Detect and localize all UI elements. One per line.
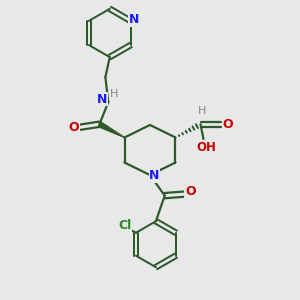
Text: N: N — [97, 93, 107, 106]
Text: N: N — [149, 169, 160, 182]
Polygon shape — [98, 122, 124, 137]
Text: O: O — [68, 121, 79, 134]
Text: O: O — [185, 185, 196, 198]
Text: Cl: Cl — [118, 220, 131, 232]
Text: H: H — [110, 89, 118, 99]
Text: O: O — [222, 118, 233, 131]
Text: N: N — [128, 13, 139, 26]
Text: H: H — [198, 106, 206, 116]
Text: OH: OH — [196, 141, 216, 154]
